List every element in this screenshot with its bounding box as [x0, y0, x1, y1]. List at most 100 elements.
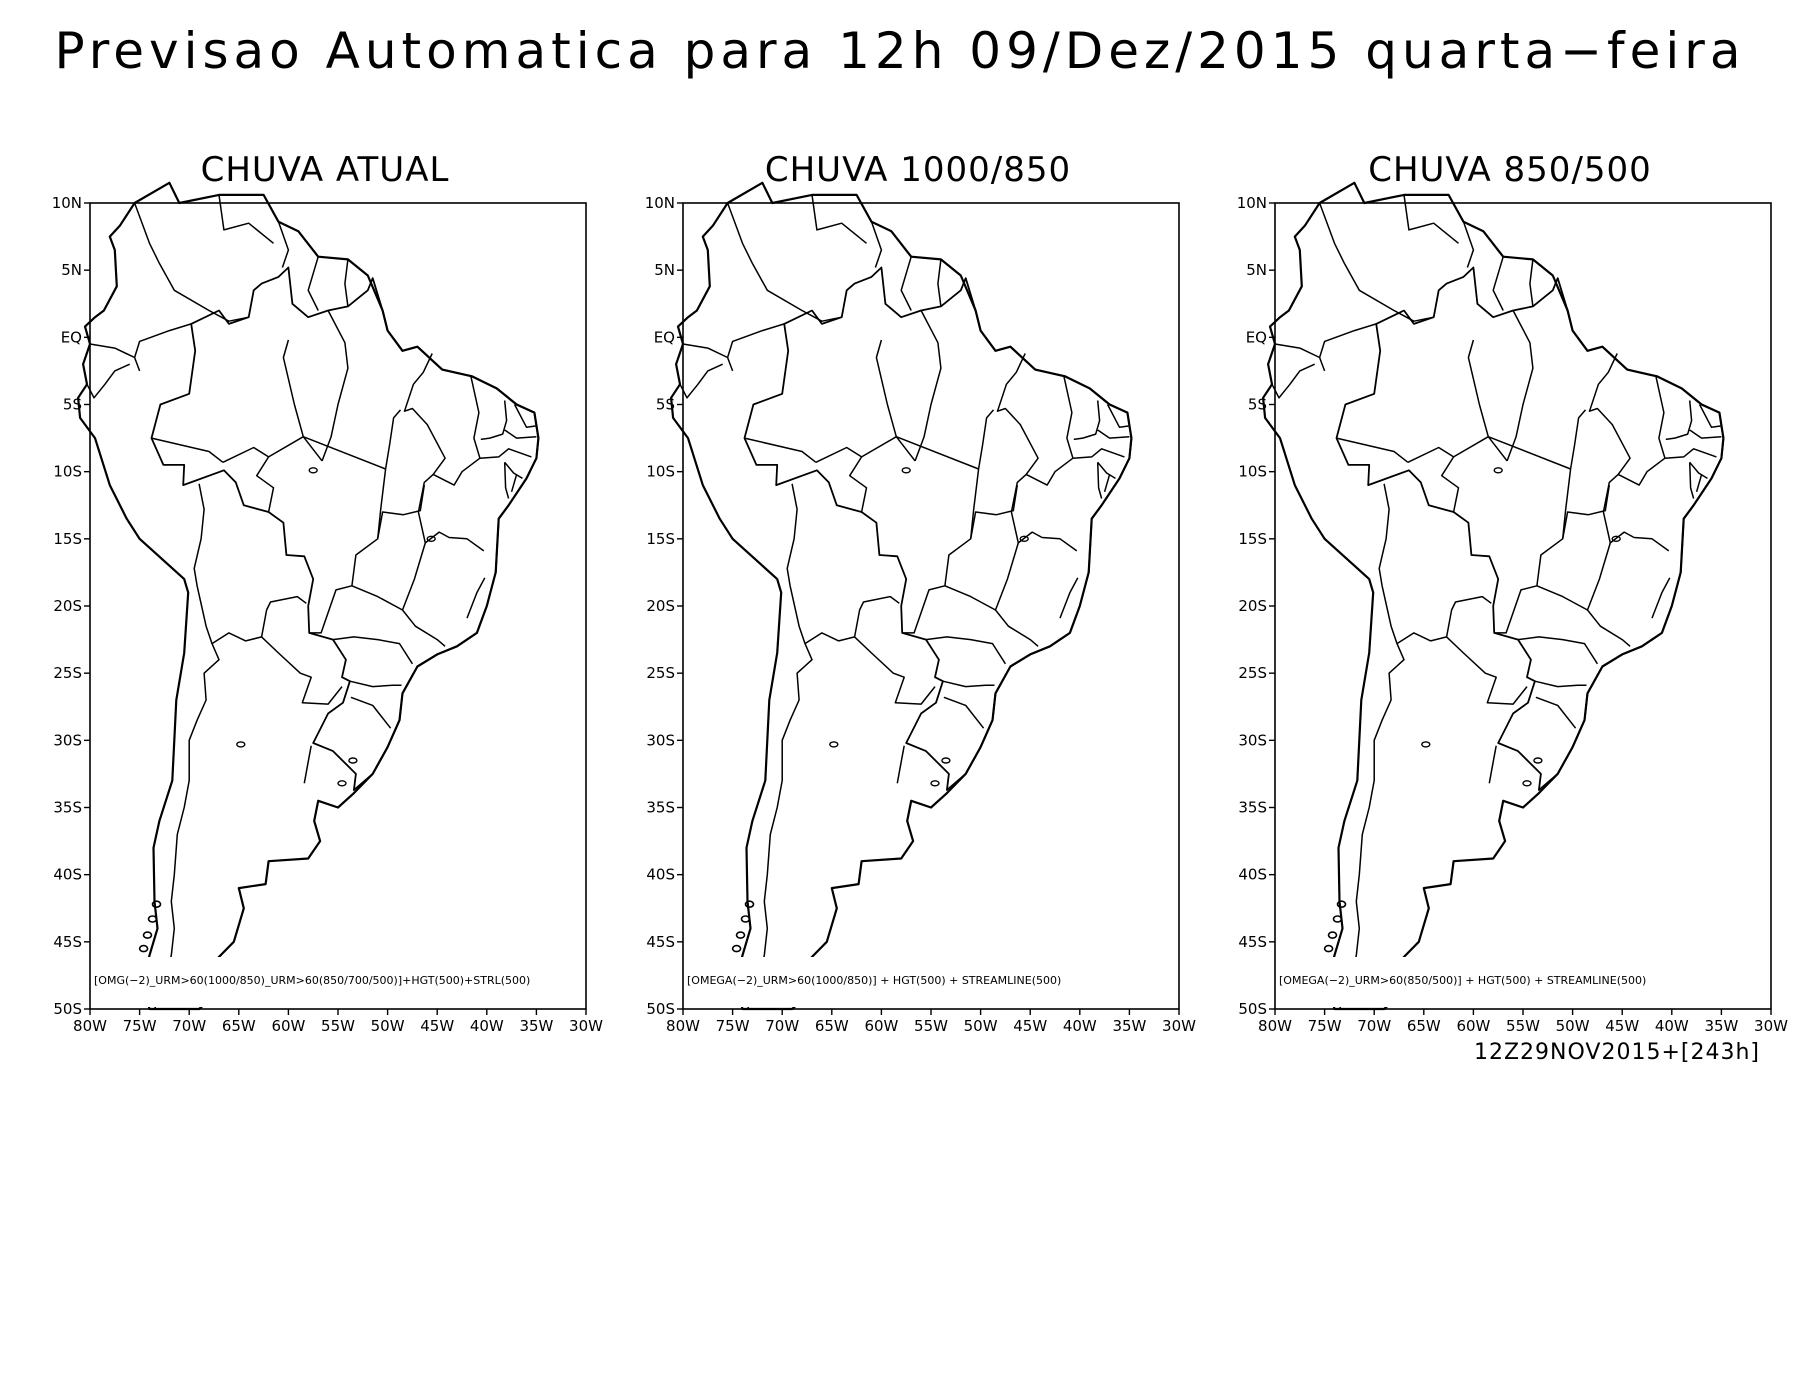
political-border — [1338, 483, 1405, 1010]
political-border — [1407, 436, 1489, 463]
lake-outline — [1019, 535, 1029, 542]
political-border — [1561, 484, 1611, 539]
political-border — [503, 462, 510, 499]
lon-label: 40W — [470, 1017, 504, 1035]
political-border — [1467, 339, 1508, 462]
political-border — [261, 636, 343, 705]
panel-title: CHUVA 850/500 — [1368, 150, 1652, 190]
political-border — [942, 680, 995, 688]
political-border — [133, 323, 192, 358]
political-border — [1665, 400, 1693, 441]
political-border — [504, 429, 537, 439]
lat-label: 5S — [63, 396, 82, 414]
coastline — [670, 181, 1133, 1011]
political-border — [211, 595, 307, 645]
political-border — [1517, 636, 1599, 665]
political-border — [1664, 448, 1717, 459]
lat-label: 35S — [646, 799, 675, 817]
coastline — [77, 181, 540, 1011]
political-border — [153, 483, 220, 1010]
legend-text: [OMEGA(−2)_URM>60(850/500)] + HGT(500) +… — [1279, 974, 1646, 987]
political-border — [151, 437, 224, 463]
lon-label: 35W — [519, 1017, 553, 1035]
legend-box — [1276, 957, 1787, 1007]
political-border — [1698, 404, 1721, 429]
political-border — [351, 585, 403, 611]
political-border — [896, 745, 905, 784]
lon-label: 55W — [914, 1017, 948, 1035]
political-border — [376, 484, 426, 539]
lon-label: 40W — [1063, 1017, 1097, 1035]
political-border — [332, 636, 414, 665]
lat-label: 40S — [1238, 866, 1267, 884]
island-outline — [735, 931, 746, 939]
political-border — [1488, 745, 1497, 784]
lon-label: 50W — [371, 1017, 405, 1035]
lat-label: 50S — [53, 1000, 82, 1018]
lon-label: 75W — [1308, 1017, 1342, 1035]
political-border — [682, 343, 734, 372]
lake-outline — [930, 780, 940, 787]
lon-label: 45W — [420, 1017, 454, 1035]
political-border — [1494, 468, 1572, 634]
island-outline — [744, 900, 755, 909]
brazil-border — [1335, 266, 1725, 791]
political-border — [1446, 636, 1528, 705]
political-border — [977, 409, 995, 470]
political-border — [1097, 461, 1116, 480]
political-border — [1534, 680, 1587, 688]
political-border — [804, 595, 900, 645]
political-border — [1586, 609, 1631, 647]
legend-box — [684, 957, 1195, 1007]
political-border — [1651, 577, 1671, 619]
legend-text: [OMEGA(−2)_URM>60(1000/850)] + HGT(500) … — [687, 974, 1061, 987]
lat-label: 5N — [61, 261, 82, 279]
lat-label: 10S — [1238, 463, 1267, 481]
political-border — [1689, 461, 1708, 480]
lon-label: 70W — [172, 1017, 206, 1035]
lat-label: 45S — [53, 933, 82, 951]
political-border — [1588, 353, 1631, 544]
political-border — [870, 221, 883, 268]
political-border — [1274, 343, 1326, 372]
lat-label: 25S — [646, 664, 675, 682]
political-border — [994, 609, 1039, 647]
lake-outline — [426, 535, 436, 542]
lon-label: 30W — [1162, 1017, 1196, 1035]
lat-label: 10N — [1237, 194, 1267, 212]
island-outline — [138, 944, 149, 953]
lat-label: 15S — [1238, 530, 1267, 548]
political-border — [133, 202, 249, 322]
lon-label: 65W — [222, 1017, 256, 1035]
lon-label: 65W — [815, 1017, 849, 1035]
political-border — [1440, 456, 1460, 513]
political-border — [282, 339, 323, 462]
political-border — [1569, 409, 1587, 470]
political-border — [466, 577, 486, 619]
lon-label: 80W — [1258, 1017, 1292, 1035]
political-border — [1506, 310, 1534, 462]
brazil-border — [150, 266, 540, 791]
political-border — [303, 745, 312, 784]
political-border — [309, 468, 387, 634]
political-border — [1689, 429, 1722, 439]
political-border — [479, 448, 532, 459]
lat-label: 50S — [1238, 1000, 1267, 1018]
political-border — [1617, 376, 1666, 486]
political-border — [321, 310, 349, 462]
lon-label: 60W — [271, 1017, 305, 1035]
political-border — [307, 256, 319, 311]
lat-label: 35S — [1238, 799, 1267, 817]
lake-outline — [1421, 741, 1431, 748]
lon-label: 55W — [1506, 1017, 1540, 1035]
political-border — [811, 194, 867, 244]
lon-label: 45W — [1605, 1017, 1639, 1035]
lake-outline — [829, 741, 839, 748]
map-plot: [OMEGA(−2)_URM>60(1000/850)] + HGT(500) … — [645, 181, 1196, 1035]
lat-label: 50S — [646, 1000, 675, 1018]
lat-label: EQ — [61, 328, 82, 346]
political-border — [1586, 531, 1670, 611]
map-plot: [OMEGA(−2)_URM>60(850/500)] + HGT(500) +… — [1237, 181, 1788, 1035]
lon-label: 50W — [1556, 1017, 1590, 1035]
political-border — [902, 468, 980, 634]
